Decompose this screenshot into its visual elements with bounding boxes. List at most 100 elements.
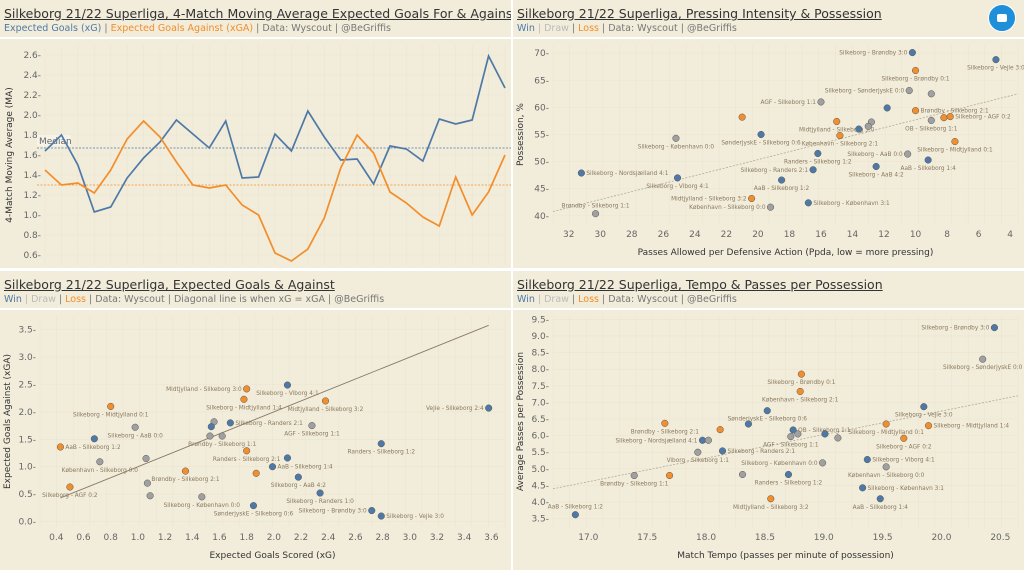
data-point-loss: [946, 113, 954, 121]
point-label: Silkeborg - Midtjylland 1:4: [206, 405, 282, 411]
point-label: AaB - Silkeborg 1:4: [853, 505, 909, 511]
data-point-loss: [836, 132, 844, 140]
x-tick-label: 0.6: [76, 533, 91, 543]
point-label: Brøndby - Silkeborg 2:1: [631, 429, 699, 435]
x-tick-label: 2.4: [321, 533, 336, 543]
x-tick-label: 20: [752, 230, 764, 240]
data-point-win: [778, 176, 786, 184]
y-tick-label: 65-: [534, 76, 549, 86]
point-label: Silkeborg - Vejle 3:0: [386, 514, 444, 520]
legend-loss[interactable]: Loss: [578, 23, 600, 34]
y-tick-label: 1.8-: [23, 131, 41, 141]
data-point-draw: [592, 210, 600, 218]
x-tick-label: 8: [944, 230, 950, 240]
y-axis-label: Possession, %: [516, 103, 526, 166]
separator: |: [101, 23, 111, 34]
point-label: Silkeborg - SønderjyskE 0:0: [825, 89, 905, 95]
x-tick-label: 1.0: [131, 533, 146, 543]
x-tick-label: 24: [689, 230, 701, 240]
data-point-draw: [834, 434, 842, 442]
data-point-loss: [243, 447, 251, 455]
legend-win[interactable]: Win: [517, 23, 535, 34]
legend-draw[interactable]: | Draw: [534, 294, 569, 305]
y-tick-label: 1.0-: [23, 211, 41, 221]
data-point-win: [920, 403, 928, 411]
scatter-chart: 0.0- 0.5- 1.0- 1.5- 2.0- 2.5- 3.0- 3.5- 0.4 0.6 0.…: [3, 316, 506, 561]
y-tick-label: 2.6-: [23, 51, 41, 61]
data-point-win: [718, 447, 727, 455]
data-point-win: [368, 507, 376, 515]
data-point-win: [804, 199, 812, 207]
legend-win[interactable]: Win: [517, 294, 535, 305]
divider: [513, 37, 1024, 39]
point-label: Silkeborg - Viborg 4:1: [646, 184, 709, 190]
legend-loss[interactable]: Loss: [65, 294, 87, 305]
point-label: Brøndby - Silkeborg 1:1: [561, 204, 629, 210]
point-label: Silkeborg - København 0:0: [638, 144, 715, 150]
trend-line: [552, 93, 1019, 212]
data-point-loss: [181, 467, 190, 475]
point-label: København - Silkeborg 2:1: [762, 397, 839, 403]
legend-win[interactable]: Win: [4, 294, 22, 305]
y-tick-label: 2.0-: [18, 408, 36, 418]
data-point-draw: [308, 422, 316, 430]
data-point-draw: [979, 355, 987, 363]
point-label: Randers - Silkeborg 1:2: [784, 159, 852, 165]
point-label: Silkeborg - Viborg 4:1: [256, 391, 319, 397]
y-tick-label: 9.0-: [531, 332, 549, 342]
legend-draw[interactable]: | Draw: [21, 294, 56, 305]
divider: [513, 308, 1024, 310]
data-point-draw: [143, 479, 151, 487]
data-point-draw: [694, 448, 702, 456]
point-label: Silkeborg - Brøndby 0:1: [767, 380, 835, 386]
data-point-win: [744, 420, 752, 428]
x-tick-label: 1.4: [185, 533, 200, 543]
point-label: Midtjylland - Silkeborg 3:2: [288, 407, 364, 413]
point-label: København - Silkeborg 0:0: [848, 473, 925, 479]
point-label: Randers - Silkeborg 1:2: [348, 450, 416, 456]
data-point-win: [698, 436, 707, 444]
scatter-chart: 40- 45- 50- 55- 60- 65- 70- 32 30 28 26 24 22 20 18 16 1…: [516, 45, 1024, 258]
data-point-win: [814, 149, 822, 158]
y-tick-label: 5.5-: [531, 448, 549, 458]
line-chart: 0.6- 0.8- 1.0- 1.2- 1.4- 1.6- 1.8- 2.0- 2.2- 2.4-…: [5, 45, 511, 265]
legend-loss[interactable]: Loss: [578, 294, 600, 305]
club-logo-icon: [988, 4, 1016, 32]
chart-subtitle: Win | Draw | Loss | Data: Wyscout | Diag…: [4, 294, 385, 305]
data-point-win: [485, 404, 493, 412]
y-tick-label: 0.8-: [23, 231, 41, 241]
y-tick-label: 3.5-: [18, 326, 36, 336]
y-tick-label: 50-: [534, 158, 549, 168]
point-label: Randers - Silkeborg 1:2: [755, 480, 823, 486]
point-label: Brøndby - Silkeborg 1:1: [188, 442, 256, 448]
data-point-draw: [766, 203, 775, 211]
data-point-win: [577, 169, 585, 177]
data-point-win: [249, 502, 258, 510]
y-tick-label: 60-: [534, 103, 549, 113]
point-label: Silkeborg - AaB 0:0: [847, 152, 903, 158]
point-label: Silkeborg - Midtjylland 0:1: [848, 430, 924, 436]
data-point-win: [990, 324, 999, 332]
data-point-draw: [819, 459, 827, 467]
legend-draw[interactable]: | Draw: [534, 23, 569, 34]
x-tick-label: 18.5: [755, 533, 775, 543]
data-point-win: [283, 454, 292, 462]
data-point-loss: [240, 395, 248, 403]
data-point-win: [571, 511, 579, 519]
point-label: AGF - Silkeborg 1:1: [284, 432, 340, 438]
data-point-draw: [864, 122, 872, 130]
data-point-draw: [927, 90, 935, 98]
legend-xg[interactable]: Expected Goals (xG): [4, 23, 102, 34]
y-tick-label: 1.5-: [18, 435, 36, 445]
x-tick-label: 20.0: [931, 533, 951, 543]
x-tick-label: 2.0: [267, 533, 282, 543]
point-label: AaB - Silkeborg 1:2: [754, 186, 810, 192]
legend-xga[interactable]: Expected Goals Against (xGA): [110, 23, 254, 34]
point-label: Randers - Silkeborg 2:1: [213, 457, 281, 463]
y-tick-label: 7.5-: [531, 382, 549, 392]
data-point-win: [226, 419, 234, 427]
source-credit: | Data: Wyscout | @BeGriffis: [599, 23, 737, 34]
point-label: SønderjyskE - Silkeborg 0:6: [728, 417, 808, 423]
point-label: Midtjylland - Silkeborg 3:2: [733, 505, 809, 511]
point-label: Silkeborg - AaB 0:0: [108, 433, 164, 439]
